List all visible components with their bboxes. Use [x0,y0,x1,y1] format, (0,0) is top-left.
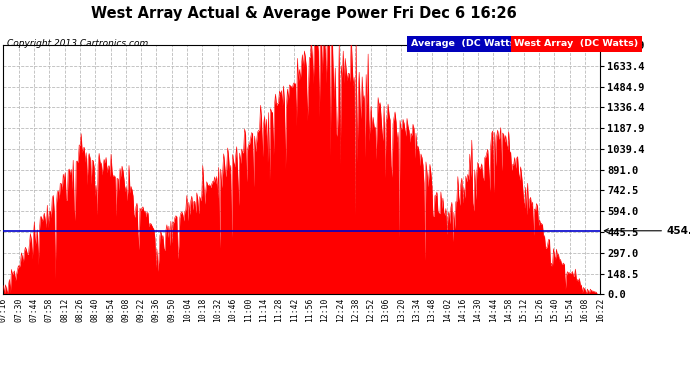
Text: 12:52: 12:52 [366,298,375,322]
Text: Copyright 2013 Cartronics.com: Copyright 2013 Cartronics.com [7,39,148,48]
Text: 10:04: 10:04 [183,298,192,322]
Text: 14:58: 14:58 [504,298,513,322]
Text: 15:54: 15:54 [565,298,574,322]
Text: 15:40: 15:40 [550,298,559,322]
Text: 08:12: 08:12 [60,298,69,322]
Text: 07:44: 07:44 [30,298,39,322]
Text: 14:44: 14:44 [489,298,497,322]
Text: 14:16: 14:16 [458,298,467,322]
Text: 08:26: 08:26 [75,298,84,322]
Text: 13:20: 13:20 [397,298,406,322]
Text: 09:50: 09:50 [167,298,176,322]
Text: 09:08: 09:08 [121,298,130,322]
Text: 13:48: 13:48 [428,298,437,322]
Text: 16:22: 16:22 [595,298,605,322]
Text: 09:36: 09:36 [152,298,161,322]
Text: 07:30: 07:30 [14,298,23,322]
Text: 14:02: 14:02 [443,298,452,322]
Text: 12:24: 12:24 [335,298,344,322]
Text: 07:58: 07:58 [45,298,54,322]
Text: 11:14: 11:14 [259,298,268,322]
Text: 12:38: 12:38 [351,298,360,322]
Text: 11:00: 11:00 [244,298,253,322]
Text: 454.41: 454.41 [604,226,690,236]
Text: 15:12: 15:12 [520,298,529,322]
Text: 11:56: 11:56 [305,298,314,322]
Text: 08:54: 08:54 [106,298,115,322]
Text: 12:10: 12:10 [320,298,329,322]
Text: 14:30: 14:30 [473,298,482,322]
Text: 09:22: 09:22 [137,298,146,322]
Text: 10:46: 10:46 [228,298,237,322]
Text: 08:40: 08:40 [91,298,100,322]
Text: 11:28: 11:28 [275,298,284,322]
Text: 10:32: 10:32 [213,298,222,322]
Text: 13:34: 13:34 [412,298,421,322]
Text: Average  (DC Watts): Average (DC Watts) [411,39,520,48]
Text: 11:42: 11:42 [290,298,299,322]
Text: 13:06: 13:06 [382,298,391,322]
Text: 16:08: 16:08 [580,298,589,322]
Text: West Array  (DC Watts): West Array (DC Watts) [514,39,638,48]
Text: West Array Actual & Average Power Fri Dec 6 16:26: West Array Actual & Average Power Fri De… [90,6,517,21]
Text: 07:16: 07:16 [0,298,8,322]
Text: 10:18: 10:18 [198,298,207,322]
Text: 15:26: 15:26 [535,298,544,322]
